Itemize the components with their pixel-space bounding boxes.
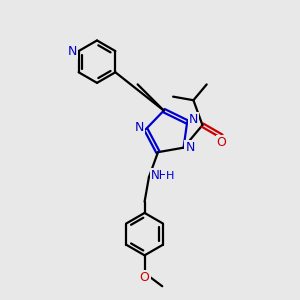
Text: H: H bbox=[166, 171, 174, 181]
Text: N: N bbox=[135, 121, 144, 134]
Text: O: O bbox=[140, 271, 149, 284]
Text: N: N bbox=[185, 141, 195, 154]
Text: N: N bbox=[68, 45, 77, 58]
Text: NH: NH bbox=[151, 169, 168, 182]
Text: O: O bbox=[217, 136, 226, 148]
Text: N: N bbox=[189, 112, 198, 125]
